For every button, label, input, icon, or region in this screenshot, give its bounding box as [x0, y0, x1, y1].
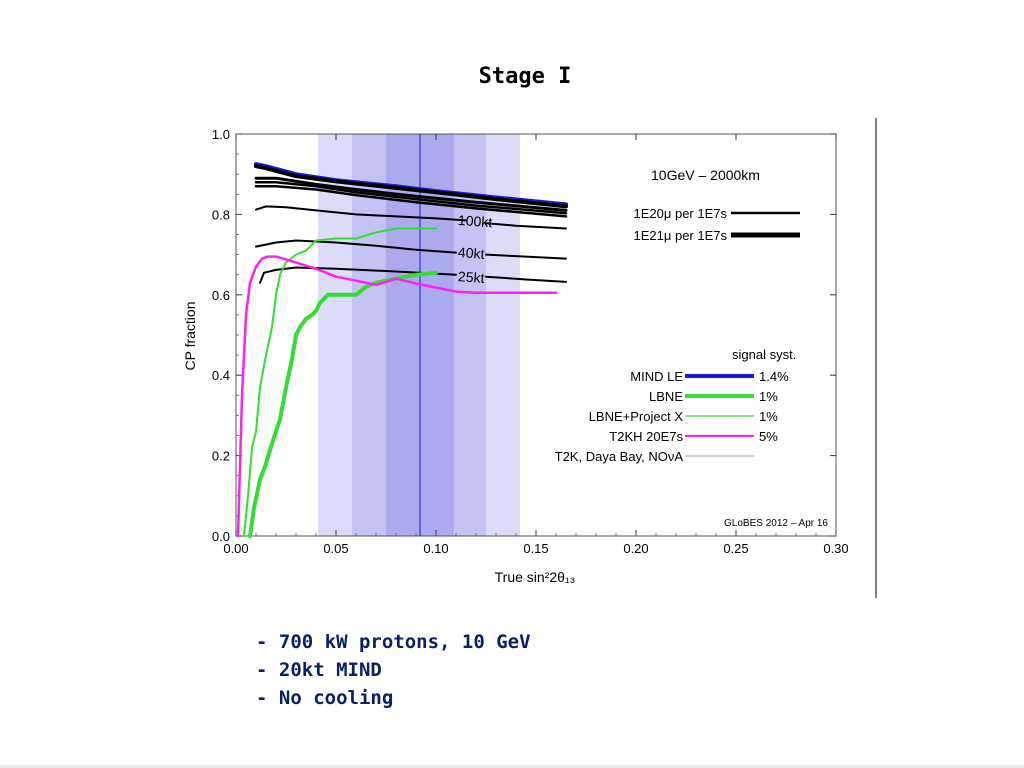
- baseline-label: 10GeV – 2000km: [651, 167, 760, 183]
- globes-watermark: GLoBES 2012 – Apr 16: [724, 518, 828, 529]
- y-tick-label: 0.2: [212, 449, 230, 464]
- series-line: [254, 180, 568, 215]
- series-line: [485, 222, 567, 230]
- x-tick-label: 0.25: [723, 541, 748, 556]
- series-line: [255, 205, 467, 222]
- y-tick-label: 0.8: [212, 207, 230, 222]
- series-line: [255, 239, 457, 254]
- bullet-item: - No cooling: [256, 687, 394, 709]
- bottom-rule: [0, 765, 1024, 768]
- bullet-item: - 700 kW protons, 10 GeV: [256, 631, 531, 653]
- curve-label: 25kt: [457, 268, 485, 286]
- series-line: [485, 253, 567, 260]
- legend-syst: 5%: [759, 429, 778, 444]
- x-tick-label: 0.05: [323, 541, 348, 556]
- series-line: [254, 164, 568, 209]
- flux-legend-label: 1E20μ per 1E7s: [634, 206, 728, 221]
- series-line: [254, 185, 568, 218]
- series-line-lbne: [248, 270, 438, 538]
- series-line: [259, 266, 457, 284]
- curve-label: 100kt: [457, 212, 492, 230]
- bullet-item: - 20kt MIND: [256, 659, 382, 681]
- legend-name: LBNE+Project X: [589, 409, 684, 424]
- legend-name: T2KH 20E7s: [609, 429, 683, 444]
- legend-name: MIND LE: [630, 369, 683, 384]
- legend: 1E20μ per 1E7s 1E21μ per 1E7s MIND LE 1.4% L…: [555, 206, 800, 464]
- legend-name: LBNE: [649, 389, 683, 404]
- y-axis-label: CP fraction: [182, 302, 198, 371]
- series-layer: [236, 162, 568, 538]
- x-tick-label: 0.00: [223, 541, 248, 556]
- series-line: [254, 176, 568, 212]
- y-tick-label: 0.0: [212, 529, 230, 544]
- legend-header: signal syst.: [732, 347, 796, 362]
- x-tick-label: 0.20: [623, 541, 648, 556]
- x-tick-label: 0.30: [823, 541, 848, 556]
- series-line: [485, 275, 567, 283]
- y-tick-label: 0.4: [212, 368, 230, 383]
- curve-label: 40kt: [457, 244, 485, 262]
- flux-legend-label: 1E21μ per 1E7s: [634, 228, 728, 243]
- x-axis-label: True sin²2θ₁₃: [495, 569, 576, 585]
- legend-syst: 1%: [759, 409, 778, 424]
- x-tick-label: 0.15: [523, 541, 548, 556]
- legend-syst: 1%: [759, 389, 778, 404]
- bullet-list: - 700 kW protons, 10 GeV - 20kt MIND - N…: [256, 628, 531, 712]
- curve-labels: 100kt 40kt 25kt: [457, 212, 492, 286]
- y-tick-label: 1.0: [212, 127, 230, 142]
- legend-syst: 1.4%: [759, 369, 789, 384]
- y-tick-label: 0.6: [212, 288, 230, 303]
- series-line-t2kh-20e7s: [236, 255, 558, 538]
- axis-ticks: 0.00 0.05 0.10 0.15 0.20 0.25 0.30 0.0 0.2 0.4 0.6…: [212, 127, 849, 556]
- slide-title: Stage I: [478, 64, 572, 89]
- series-line-lbne-project-x: [243, 227, 437, 537]
- x-tick-label: 0.10: [423, 541, 448, 556]
- legend-name: T2K, Daya Bay, NOνA: [555, 449, 684, 464]
